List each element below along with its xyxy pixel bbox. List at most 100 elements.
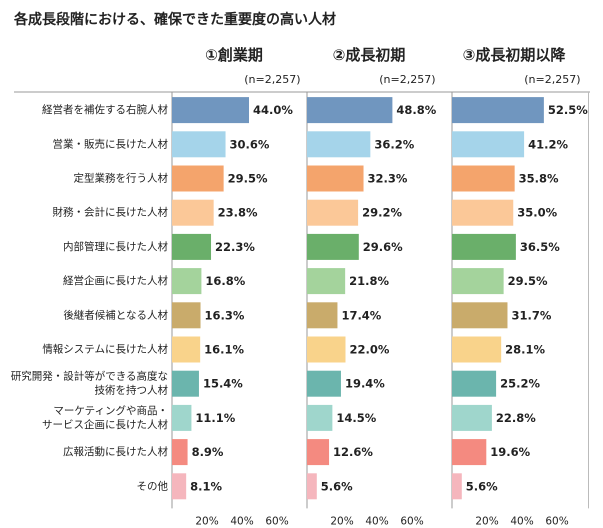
bar — [452, 131, 525, 158]
data-label: 8.9% — [192, 445, 224, 459]
data-label: 35.8% — [519, 172, 559, 186]
data-label: 8.1% — [190, 479, 222, 493]
bar — [172, 473, 187, 500]
bar — [452, 233, 516, 260]
data-label: 5.6% — [466, 479, 498, 493]
bar — [307, 165, 364, 192]
bar — [307, 404, 333, 431]
data-label: 15.4% — [203, 377, 243, 391]
bar — [452, 268, 504, 295]
category-label: マーケティングや商品・ — [53, 404, 168, 417]
data-label: 29.2% — [362, 206, 402, 220]
data-label: 5.6% — [321, 479, 353, 493]
data-label: 21.8% — [349, 274, 389, 288]
bar — [452, 473, 462, 500]
data-label: 29.5% — [228, 172, 268, 186]
bar — [307, 131, 371, 158]
bar — [172, 439, 188, 466]
bar — [172, 165, 224, 192]
bar — [452, 165, 515, 192]
bar — [307, 439, 330, 466]
category-label: 経営者を補佐する右腕人材 — [42, 103, 168, 116]
bar — [172, 302, 201, 329]
x-tick-label: 20% — [330, 515, 353, 527]
category-label: 内部管理に長けた人材 — [63, 240, 168, 253]
data-label: 19.6% — [490, 445, 530, 459]
panel-title: ①創業期 — [205, 46, 263, 64]
data-label: 30.6% — [230, 137, 270, 151]
category-label: 営業・販売に長けた人材 — [53, 137, 169, 150]
bar — [452, 336, 502, 363]
x-tick-label: 60% — [545, 515, 568, 527]
data-label: 32.3% — [368, 172, 408, 186]
bar — [172, 370, 199, 397]
bar — [172, 336, 201, 363]
category-label: その他 — [137, 479, 169, 492]
bar — [307, 302, 338, 329]
x-tick-label: 40% — [230, 515, 253, 527]
data-label: 25.2% — [500, 377, 540, 391]
sample-size-label: (n=2,257) — [524, 73, 580, 86]
category-label: 技術を持つ人材 — [95, 384, 169, 397]
bar — [307, 370, 341, 397]
data-label: 22.3% — [215, 240, 255, 254]
bar — [307, 336, 346, 363]
data-label: 29.6% — [363, 240, 403, 254]
data-label: 48.8% — [396, 103, 436, 117]
data-label: 36.2% — [374, 137, 414, 151]
sample-size-label: (n=2,257) — [379, 73, 435, 86]
data-label: 19.4% — [345, 377, 385, 391]
data-label: 12.6% — [333, 445, 373, 459]
category-label: 定型業務を行う人材 — [74, 172, 169, 185]
data-label: 16.8% — [205, 274, 245, 288]
bar — [307, 97, 393, 124]
data-label: 16.3% — [205, 308, 245, 322]
category-label: 情報システムに長けた人材 — [42, 343, 168, 356]
data-label: 41.2% — [528, 137, 568, 151]
x-tick-label: 20% — [195, 515, 218, 527]
bar — [307, 268, 346, 295]
data-label: 14.5% — [336, 411, 376, 425]
data-label: 22.0% — [350, 343, 390, 357]
bar — [452, 370, 497, 397]
bar — [307, 199, 359, 226]
bar — [172, 268, 202, 295]
category-label: 研究開発・設計等ができる高度な — [11, 370, 168, 383]
x-tick-label: 20% — [475, 515, 498, 527]
x-tick-label: 60% — [265, 515, 288, 527]
data-label: 35.0% — [517, 206, 557, 220]
data-label: 36.5% — [520, 240, 560, 254]
category-label: サービス企画に長けた人材 — [42, 418, 168, 431]
bar — [172, 404, 192, 431]
bar — [452, 97, 544, 124]
bar — [452, 199, 514, 226]
data-label: 17.4% — [341, 308, 381, 322]
bar — [452, 404, 492, 431]
chart-title: 各成長段階における、確保できた重要度の高い人材 — [13, 11, 336, 28]
panel-title: ③成長初期以降 — [463, 46, 567, 64]
bar — [172, 199, 214, 226]
x-tick-label: 60% — [400, 515, 423, 527]
data-label: 52.5% — [548, 103, 588, 117]
bar — [307, 233, 359, 260]
category-label: 財務・会計に長けた人材 — [53, 206, 169, 219]
category-label: 経営企画に長けた人材 — [63, 274, 168, 287]
bar — [452, 302, 508, 329]
data-label: 28.1% — [505, 343, 545, 357]
data-label: 16.1% — [204, 343, 244, 357]
category-label: 広報活動に長けた人材 — [63, 445, 168, 458]
bar — [307, 473, 317, 500]
sample-size-label: (n=2,257) — [244, 73, 300, 86]
panel-title: ②成長初期 — [333, 46, 406, 64]
data-label: 22.8% — [496, 411, 536, 425]
data-label: 11.1% — [195, 411, 235, 425]
data-label: 29.5% — [508, 274, 548, 288]
data-label: 44.0% — [253, 103, 293, 117]
bar — [452, 439, 487, 466]
plot-area: 経営者を補佐する右腕人材営業・販売に長けた人材定型業務を行う人材財務・会計に長け… — [11, 46, 590, 527]
x-tick-label: 40% — [365, 515, 388, 527]
x-tick-label: 40% — [510, 515, 533, 527]
category-label: 後継者候補となる人材 — [63, 308, 168, 321]
data-label: 31.7% — [511, 308, 551, 322]
